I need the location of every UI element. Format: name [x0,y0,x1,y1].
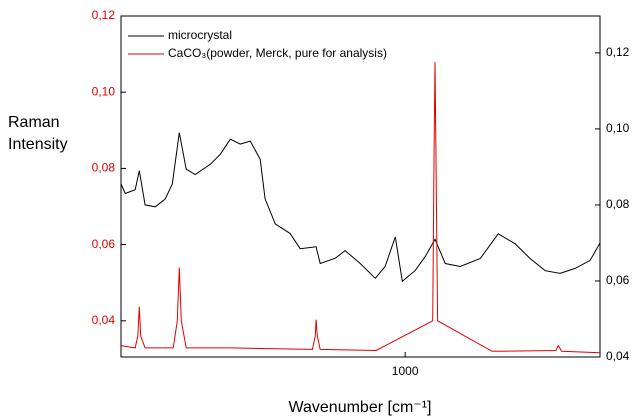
x-tick-label: 1000 [392,364,419,378]
plot-frame [120,15,601,358]
legend-label: CaCO₃(powder, Merck, pure for analysis) [168,46,387,60]
y2-tick-label: 0,08 [606,197,630,211]
y-axis-label: Raman Intensity [8,114,68,153]
y-tick-label: 0,06 [92,237,116,251]
y-tick-label: 0,08 [92,161,116,175]
y2-tick-label: 0,06 [606,273,630,287]
legend-label: microcrystal [168,28,232,42]
y-tick-label: 0,10 [92,84,116,98]
series-line [120,62,601,354]
y2-tick-label: 0,10 [606,121,630,135]
y2-tick-label: 0,04 [606,349,630,363]
y-tick-label: 0,12 [92,8,116,22]
y2-tick-label: 0,12 [606,45,630,59]
series-line [120,132,601,283]
x-axis-label: Wavenumber [cm⁻¹] [289,399,432,416]
y-tick-label: 0,04 [92,313,116,327]
